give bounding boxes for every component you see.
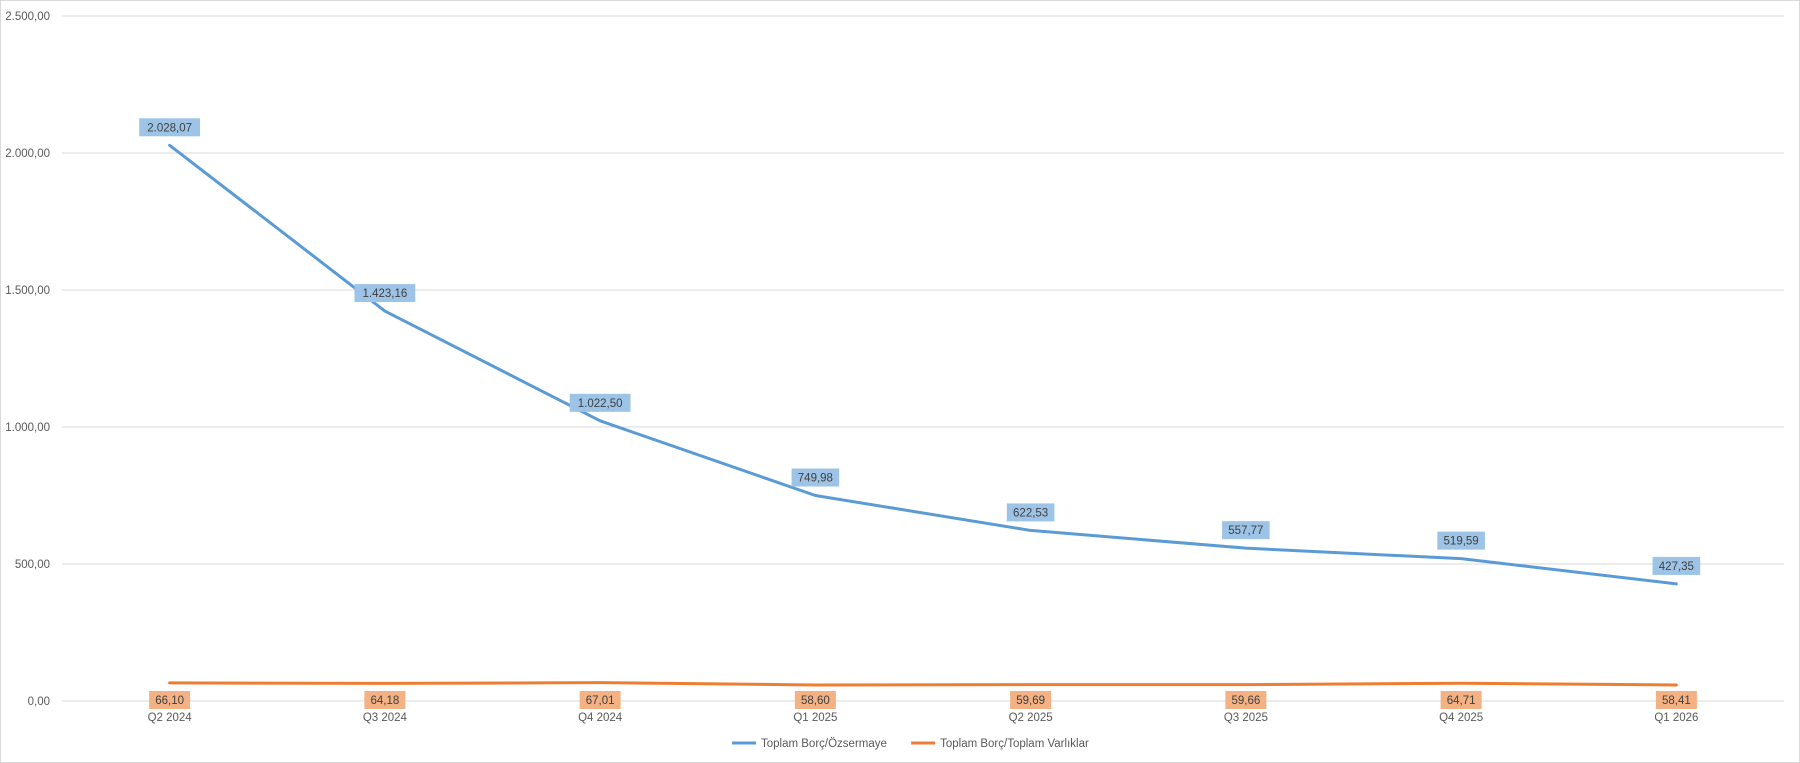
data-label: 59,69 <box>1016 695 1045 707</box>
data-label-bg <box>569 393 631 412</box>
data-label: 64,18 <box>370 695 399 707</box>
data-label-bg <box>1010 691 1052 709</box>
series-line-0 <box>168 143 1678 586</box>
data-label-bg <box>1440 691 1482 709</box>
x-tick-label: Q3 2025 <box>1224 712 1268 724</box>
data-label-bg <box>149 691 191 709</box>
data-label-bg <box>1006 503 1055 522</box>
x-tick-label: Q3 2024 <box>363 712 408 724</box>
data-label: 58,41 <box>1662 695 1691 707</box>
data-label-bg <box>139 118 201 137</box>
data-label-bg <box>794 691 836 709</box>
data-label-bg <box>1437 531 1485 550</box>
data-label-bg <box>364 691 406 709</box>
x-tick-label: Q1 2026 <box>1654 712 1698 724</box>
data-label: 58,60 <box>801 695 830 707</box>
data-label-bg <box>354 284 416 303</box>
y-tick-label: 2.500,00 <box>5 11 50 23</box>
series-line-1 <box>168 681 1678 687</box>
y-tick-label: 2.000,00 <box>5 148 50 160</box>
x-tick-label: Q4 2024 <box>578 712 623 724</box>
y-tick-label: 1.000,00 <box>5 422 50 434</box>
data-label: 1.022,50 <box>578 398 623 410</box>
data-label-bg <box>1655 691 1697 709</box>
y-tick-label: 1.500,00 <box>5 285 50 297</box>
data-label-bg <box>579 691 621 709</box>
data-label: 427,35 <box>1659 561 1694 573</box>
data-label: 622,53 <box>1013 507 1048 519</box>
data-label-bg <box>1225 691 1267 709</box>
y-tick-label: 500,00 <box>15 559 50 571</box>
data-label: 66,10 <box>155 695 184 707</box>
data-label-bg <box>791 468 840 487</box>
data-label-bg <box>1222 521 1270 540</box>
data-label: 749,98 <box>798 473 833 485</box>
x-tick-label: Q4 2025 <box>1439 712 1483 724</box>
legend-label: Toplam Borç/Toplam Varlıklar <box>940 738 1089 750</box>
data-label: 64,71 <box>1447 695 1476 707</box>
data-label: 557,77 <box>1228 525 1263 537</box>
data-label: 67,01 <box>586 695 615 707</box>
data-label-bg <box>1652 556 1701 575</box>
data-label: 2.028,07 <box>147 122 192 134</box>
y-tick-label: 0,00 <box>28 696 50 708</box>
data-label: 59,66 <box>1231 695 1260 707</box>
data-label: 519,59 <box>1444 536 1479 548</box>
x-tick-label: Q2 2024 <box>148 712 193 724</box>
data-label: 1.423,16 <box>362 288 407 300</box>
legend-label: Toplam Borç/Özsermaye <box>761 738 887 750</box>
x-tick-label: Q2 2025 <box>1009 712 1053 724</box>
x-tick-label: Q1 2025 <box>793 712 837 724</box>
